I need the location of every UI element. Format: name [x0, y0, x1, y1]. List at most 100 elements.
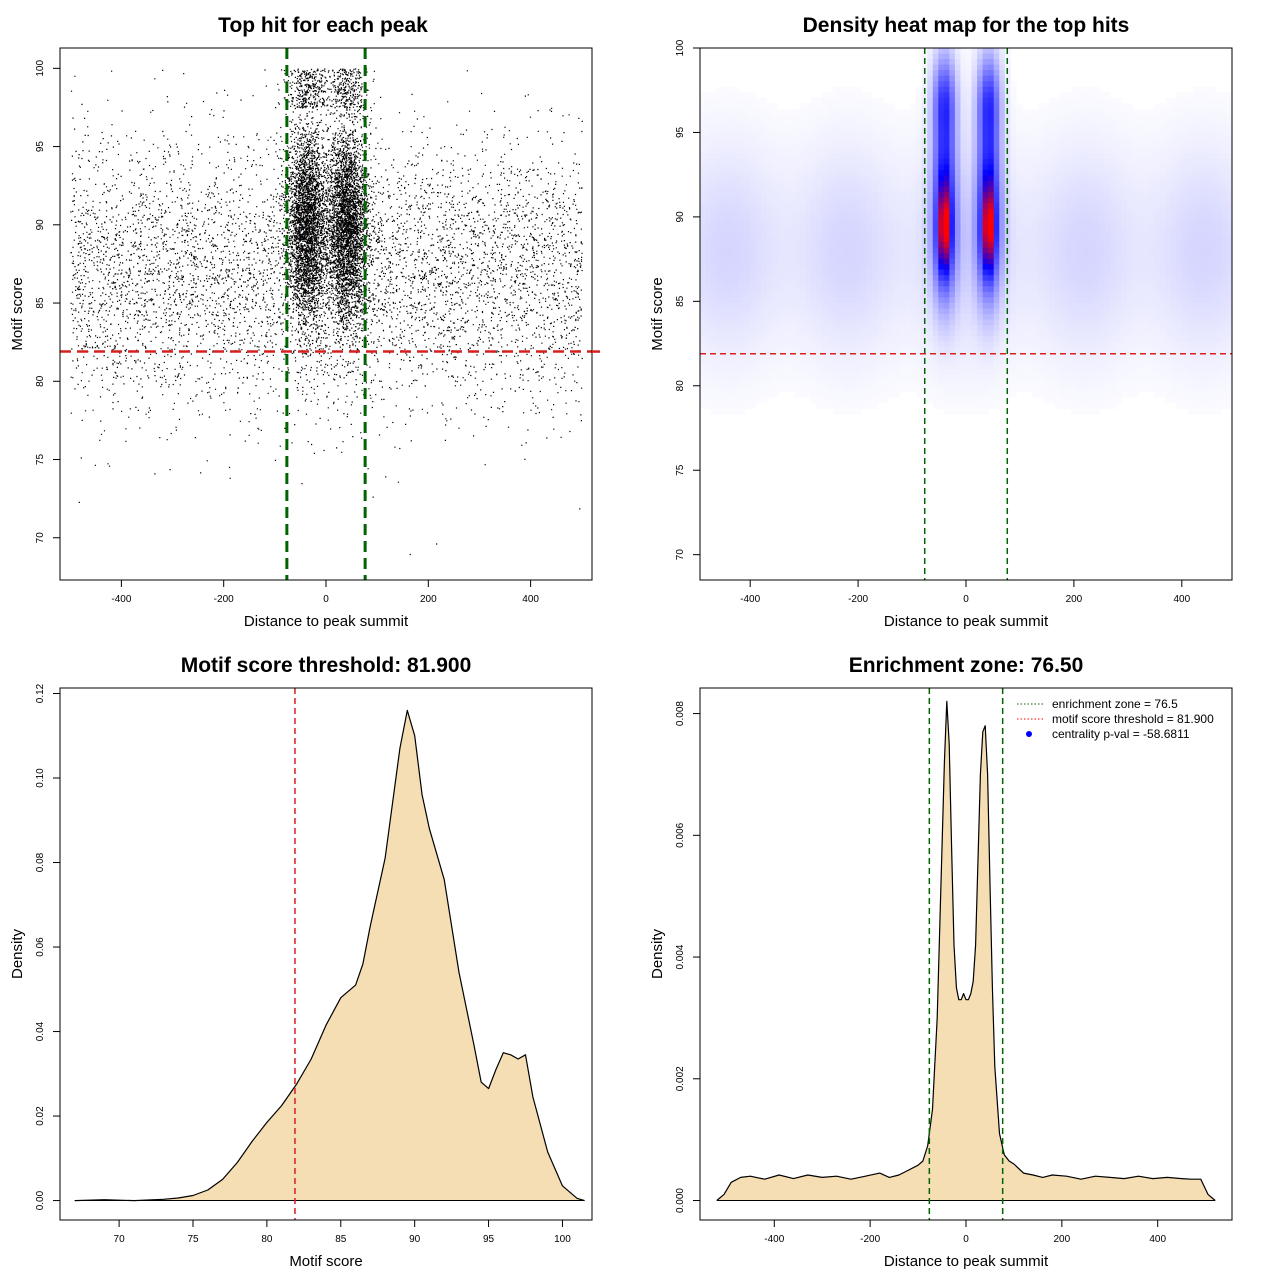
heatmap-cell	[1049, 264, 1056, 271]
heatmap-cell	[882, 131, 890, 138]
heatmap-cell	[1021, 247, 1028, 254]
heatmap-cell	[749, 114, 757, 121]
heatmap-cell	[1087, 203, 1095, 210]
heatmap-cell	[921, 264, 928, 271]
heatmap-cell	[1032, 164, 1039, 171]
heatmap-cell	[772, 302, 779, 310]
heatmap-cell	[877, 186, 884, 193]
heatmap-cell	[1004, 181, 1011, 188]
heatmap-cell	[855, 269, 862, 276]
heatmap-cell	[949, 347, 956, 354]
heatmap-cell	[1126, 125, 1133, 132]
heatmap-cell	[982, 347, 989, 354]
heatmap-cell	[727, 181, 734, 188]
heatmap-cell	[1115, 164, 1122, 171]
heatmap-cell	[977, 164, 984, 171]
heatmap-cell	[700, 175, 707, 182]
heatmap-cell	[1209, 197, 1216, 204]
heatmap-cell	[1021, 341, 1028, 348]
heatmap-cell	[993, 181, 1000, 188]
heatmap-cell	[943, 192, 950, 199]
heatmap-cell	[760, 164, 768, 171]
heatmap-cell	[871, 97, 878, 105]
heatmap-cell	[755, 297, 762, 304]
heatmap-cell	[1054, 186, 1061, 193]
heatmap-cell	[1104, 214, 1111, 221]
heatmap-cell	[1115, 131, 1122, 138]
heatmap-cell	[954, 208, 962, 215]
heatmap-cell	[960, 286, 967, 293]
heatmap-cell	[827, 225, 834, 232]
heatmap-cell	[1204, 186, 1211, 193]
heatmap-cell	[833, 330, 840, 337]
heatmap-cell	[927, 369, 934, 376]
heatmap-cell	[921, 291, 928, 298]
heatmap-cell	[716, 219, 723, 226]
heatmap-cell	[899, 125, 906, 132]
heatmap-cell	[1148, 175, 1156, 182]
heatmap-cell	[1226, 352, 1232, 359]
heatmap-cell	[1143, 114, 1150, 121]
heatmap-cell	[899, 169, 906, 177]
heatmap-cell	[738, 125, 745, 132]
heatmap-cell	[849, 208, 856, 215]
heatmap-cell	[1198, 175, 1205, 182]
heatmap-cell	[1215, 164, 1222, 171]
heatmap-cell	[733, 97, 740, 105]
heatmap-cell	[1010, 302, 1017, 310]
heatmap-cell	[888, 330, 895, 337]
heatmap-cell	[1004, 114, 1011, 121]
heatmap-cell	[1171, 192, 1178, 199]
heatmap-cell	[788, 347, 795, 354]
heatmap-cell	[988, 164, 995, 171]
heatmap-cell	[810, 336, 817, 343]
heatmap-cell	[705, 308, 712, 315]
heatmap-cell	[993, 186, 1000, 193]
heatmap-cell	[788, 219, 795, 226]
heatmap-cell	[844, 219, 851, 226]
heatmap-cell	[1049, 280, 1056, 287]
heatmap-cell	[1060, 253, 1067, 260]
heatmap-cell	[1154, 158, 1161, 165]
heatmap-cell	[888, 363, 895, 371]
heatmap-cell	[1110, 181, 1117, 188]
heatmap-cell	[1082, 214, 1089, 221]
heatmap-cell	[772, 103, 779, 110]
heatmap-cell	[888, 253, 895, 260]
heatmap-cell	[1137, 225, 1144, 232]
heatmap-cell	[1148, 230, 1156, 238]
heatmap-cell	[1060, 214, 1067, 221]
heatmap-cell	[772, 336, 779, 343]
heatmap-cell	[1132, 153, 1139, 160]
heatmap-cell	[849, 103, 856, 110]
heatmap-cell	[1215, 363, 1222, 371]
heatmap-cell	[899, 230, 906, 238]
heatmap-cell	[860, 169, 867, 177]
heatmap-cell	[1071, 219, 1078, 226]
heatmap-cell	[1121, 142, 1128, 149]
heatmap-cell	[1110, 103, 1117, 110]
heatmap-cell	[1193, 258, 1200, 265]
heatmap-cell	[882, 286, 890, 293]
heatmap-cell	[772, 314, 779, 321]
heatmap-cell	[943, 125, 950, 132]
heatmap-cell	[899, 358, 906, 365]
heatmap-cell	[1132, 247, 1139, 254]
heatmap-cell	[1121, 197, 1128, 204]
heatmap-cell	[905, 336, 912, 343]
heatmap-cell	[1054, 108, 1061, 116]
heatmap-cell	[716, 169, 723, 177]
heatmap-cell	[1121, 175, 1128, 182]
heatmap-cell	[738, 297, 745, 304]
heatmap-cell	[927, 264, 934, 271]
heatmap-cell	[844, 230, 851, 238]
heatmap-cell	[1043, 203, 1050, 210]
heatmap-cell	[711, 363, 718, 371]
heatmap-cell	[882, 219, 890, 226]
heatmap-cell	[849, 142, 856, 149]
heatmap-cell	[733, 286, 740, 293]
heatmap-cell	[993, 92, 1000, 99]
heatmap-cell	[905, 286, 912, 293]
heatmap-cell	[982, 269, 989, 276]
heatmap-cell	[1082, 120, 1089, 127]
